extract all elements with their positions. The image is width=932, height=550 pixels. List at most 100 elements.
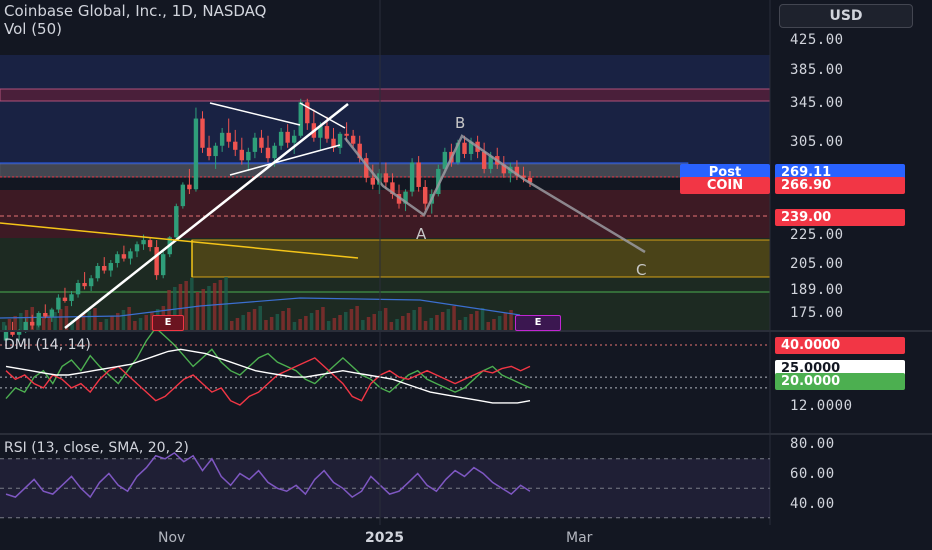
post-label-badge: Post [680, 164, 770, 181]
pattern-line [209, 102, 301, 126]
candle-body [154, 247, 159, 276]
volume-bar [452, 306, 456, 330]
candle-body [75, 282, 81, 295]
volume-bar [326, 321, 331, 330]
candle-body [455, 142, 461, 163]
candle-body [305, 102, 310, 124]
price-tick-label: 345.00 [790, 95, 844, 111]
volume-bar [93, 308, 97, 330]
candle-body [233, 141, 238, 150]
volume-bar [235, 318, 240, 330]
volume-bar [423, 321, 428, 330]
yellow-zone [191, 239, 771, 278]
candle-body [226, 132, 231, 142]
volume-bar [247, 312, 251, 330]
candle-body [318, 126, 323, 138]
volume-bar [207, 286, 211, 330]
volume-bar [287, 308, 291, 330]
chart-title: Coinbase Global, Inc., 1D, NASDAQ [4, 2, 267, 20]
candle-body [43, 313, 48, 317]
dmi-series-line [5, 357, 531, 406]
coin-price-badge: 266.90 [775, 177, 905, 194]
candle-body [468, 141, 474, 154]
earnings-marker[interactable]: E [152, 315, 184, 331]
volume-bar [503, 313, 508, 330]
volume-bar [201, 289, 205, 330]
x-tick-label: 2025 [365, 530, 404, 546]
candle-body [416, 162, 421, 187]
volume-bar [332, 318, 337, 330]
candle-body [187, 184, 192, 190]
candle-body [364, 158, 369, 178]
blue-zone [0, 55, 770, 165]
volume-bar [463, 317, 468, 330]
volume-bar [13, 316, 17, 330]
candle-body [141, 240, 146, 245]
volume-bar [252, 309, 257, 330]
candle-body [88, 278, 94, 287]
rsi-tick-label: 60.00 [790, 466, 835, 482]
candle-body [128, 251, 133, 259]
rsi-indicator-label: RSI (13, close, SMA, 20, 2) [4, 440, 189, 456]
candle-body [95, 265, 100, 279]
candle-body [278, 131, 284, 146]
volume-bar [275, 314, 280, 330]
volume-bar [121, 310, 126, 330]
resistance-zone [0, 88, 771, 102]
volume-bar [304, 316, 308, 330]
candle-body [442, 151, 448, 169]
volume-bar [2, 322, 6, 330]
candle-body [121, 254, 127, 259]
candle-body [56, 297, 61, 310]
candle-body [436, 168, 441, 195]
candle-body [324, 126, 330, 139]
candle-body [285, 131, 290, 143]
level-price-badge: 239.00 [775, 209, 905, 226]
candle-body [265, 147, 271, 159]
volume-bar [258, 306, 262, 330]
volume-bar [190, 278, 194, 330]
volume-bar [446, 309, 451, 330]
candle-body [331, 138, 336, 148]
volume-bar [509, 310, 513, 330]
volume-bar [7, 319, 12, 330]
pattern-line [299, 102, 346, 129]
volume-bar [212, 283, 217, 330]
volume-bar [389, 322, 394, 330]
currency-button[interactable]: USD [779, 4, 913, 28]
price-tick-label: 385.00 [790, 62, 844, 78]
volume-bar [469, 314, 473, 330]
volume-bar [458, 320, 462, 330]
candle-body [239, 149, 244, 161]
candle-body [62, 297, 68, 301]
candle-body [292, 135, 297, 143]
volume-bar [395, 319, 399, 330]
volume-bar [412, 310, 416, 330]
volume-bar [418, 307, 422, 330]
dmi-indicator-label: DMI (14, 14) [4, 337, 91, 353]
volume-bar [486, 322, 490, 330]
volume-bar [406, 313, 411, 330]
volume-bar [104, 319, 109, 330]
candle-body [115, 254, 120, 264]
volume-bar [138, 318, 143, 330]
volume-bar [349, 309, 354, 330]
candle-body [206, 147, 212, 157]
candle-body [377, 173, 382, 185]
candle-body [69, 294, 74, 301]
candle-body [370, 177, 375, 185]
earnings-marker[interactable]: E [515, 315, 561, 331]
x-tick-label: Nov [158, 530, 186, 546]
candle-body [252, 137, 258, 152]
candle-body [481, 151, 487, 169]
wave-label-b: B [455, 114, 466, 132]
candle-body [161, 254, 166, 276]
candle-body [409, 162, 415, 192]
current-price-band [0, 162, 689, 178]
volume-bar [372, 314, 376, 330]
volume-bar [366, 317, 371, 330]
red-zone [0, 190, 770, 238]
volume-bar [361, 320, 365, 330]
volume-bar [241, 315, 245, 330]
